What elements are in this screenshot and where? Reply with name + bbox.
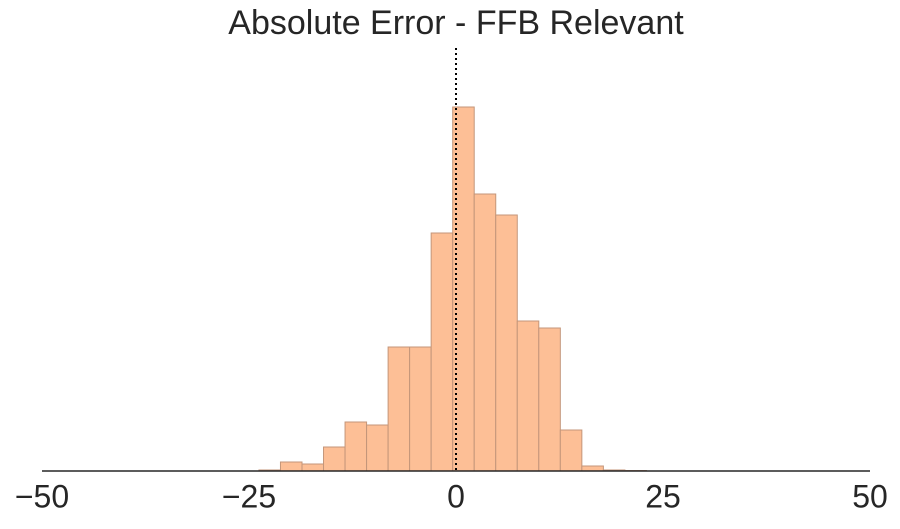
bar xyxy=(344,421,368,472)
bar xyxy=(473,193,497,472)
bar xyxy=(559,429,583,472)
x-tick-label: 25 xyxy=(645,478,681,514)
bar xyxy=(366,424,389,472)
bar xyxy=(516,320,540,472)
bar xyxy=(387,346,411,472)
bar xyxy=(279,461,303,472)
bar xyxy=(409,346,432,472)
x-tick-label: −50 xyxy=(15,478,69,514)
bar xyxy=(301,463,325,472)
bar xyxy=(430,232,454,472)
chart-title: Absolute Error - FFB Relevant xyxy=(228,4,684,42)
bar xyxy=(495,214,518,472)
bar xyxy=(538,327,561,472)
bar xyxy=(323,446,346,472)
x-tick-label: 50 xyxy=(852,478,888,514)
x-tick-label: 0 xyxy=(447,478,465,514)
x-tick-label: −25 xyxy=(222,478,276,514)
